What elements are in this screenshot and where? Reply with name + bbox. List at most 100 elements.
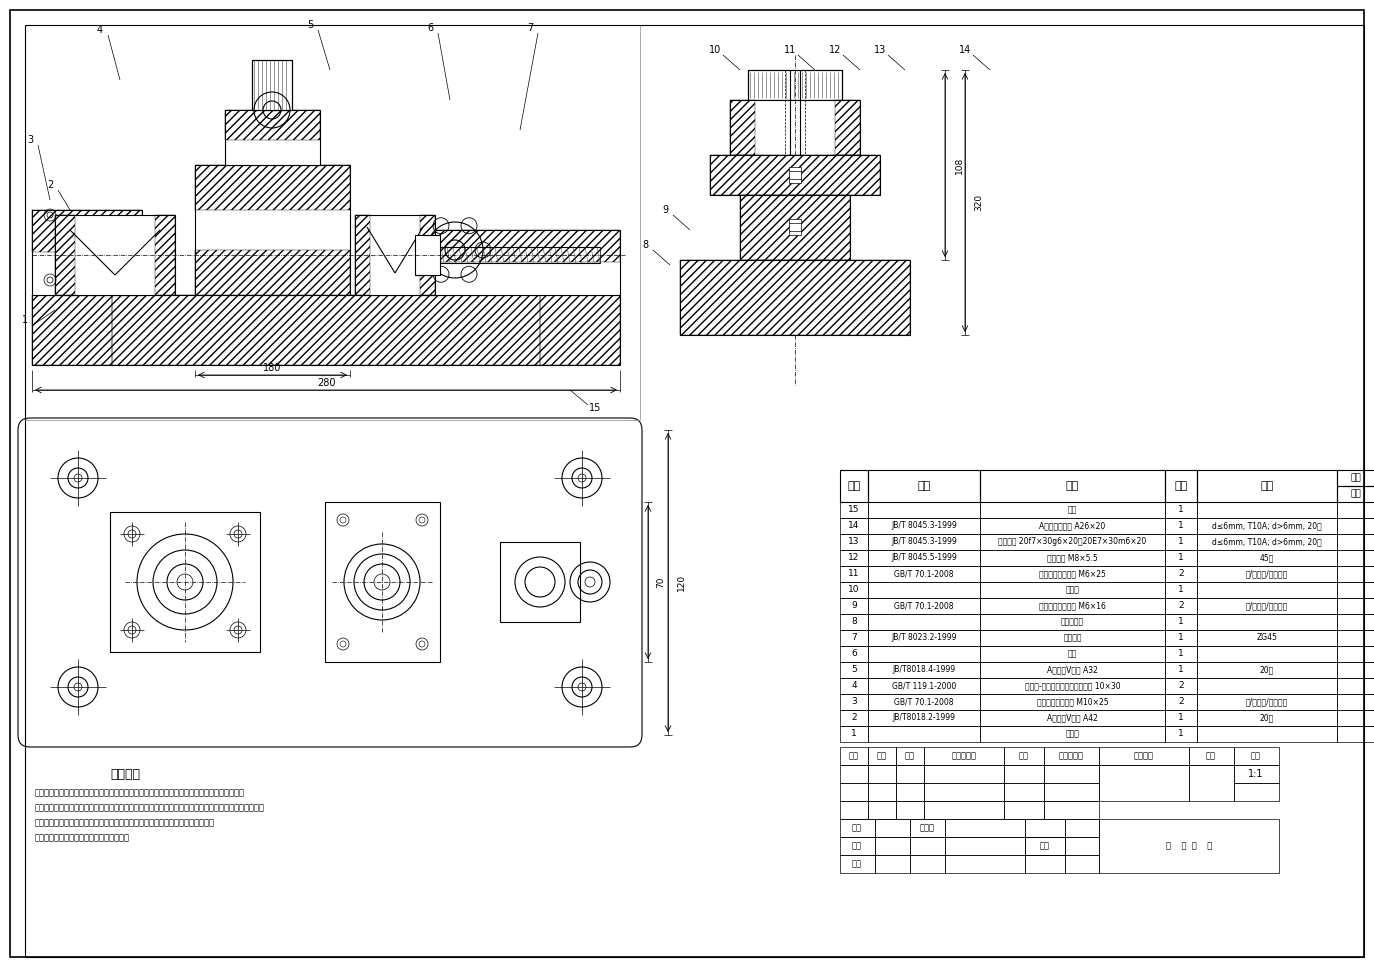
Text: 320: 320 — [974, 193, 984, 211]
Bar — [1197, 726, 1337, 742]
Bar — [225, 110, 320, 165]
Bar — [1189, 765, 1234, 801]
Text: 签名: 签名 — [1020, 751, 1029, 760]
Text: 1: 1 — [1178, 729, 1184, 739]
Text: 重量: 重量 — [1351, 489, 1362, 499]
Bar — [710, 155, 879, 195]
Bar — [1337, 598, 1374, 614]
Text: 单件: 单件 — [1351, 474, 1362, 483]
Bar — [840, 502, 868, 518]
Text: 比例: 比例 — [1250, 751, 1261, 760]
Text: ZG45: ZG45 — [1257, 633, 1278, 642]
Text: 装配过程中零件不允许磕碰、划伤和锈蚀。: 装配过程中零件不允许磕碰、划伤和锈蚀。 — [34, 834, 131, 842]
Text: 70: 70 — [657, 576, 665, 588]
Bar — [840, 598, 868, 614]
Bar — [1165, 550, 1197, 566]
Text: 名称: 名称 — [1066, 481, 1079, 491]
Bar — [1165, 710, 1197, 726]
Bar — [840, 630, 868, 646]
Bar — [730, 100, 754, 155]
Text: 1: 1 — [1178, 585, 1184, 595]
Bar — [710, 155, 879, 195]
Bar — [840, 783, 868, 801]
Bar — [868, 694, 980, 710]
Text: 重量: 重量 — [1206, 751, 1216, 760]
Text: 数量: 数量 — [1175, 481, 1187, 491]
Bar — [1044, 765, 1099, 783]
Bar — [225, 110, 320, 140]
Bar — [1337, 694, 1374, 710]
Text: 12: 12 — [829, 45, 841, 55]
Bar — [195, 250, 350, 295]
Text: A型活动V形块 A32: A型活动V形块 A32 — [1047, 665, 1098, 675]
Text: 内六角圆柱头螺钉 M10×25: 内六角圆柱头螺钉 M10×25 — [1037, 697, 1109, 707]
Text: 1: 1 — [1178, 506, 1184, 514]
Text: 2: 2 — [1178, 682, 1184, 690]
Bar — [155, 215, 174, 295]
FancyBboxPatch shape — [18, 418, 642, 747]
Text: 9: 9 — [851, 601, 857, 610]
Circle shape — [578, 474, 585, 482]
Bar — [55, 215, 174, 295]
Bar — [1197, 694, 1337, 710]
Text: JB/T8018.2-1999: JB/T8018.2-1999 — [893, 714, 955, 722]
Text: 280: 280 — [317, 378, 335, 388]
Bar — [32, 295, 620, 365]
Text: 内六角圆柱头螺钉 M6×16: 内六角圆柱头螺钉 M6×16 — [1039, 601, 1106, 610]
Text: 6: 6 — [427, 23, 433, 33]
Text: A型钻套用衬套 A26×20: A型钻套用衬套 A26×20 — [1039, 521, 1106, 531]
Bar — [1165, 678, 1197, 694]
Text: d≤6mm, T10A; d>6mm, 20钢: d≤6mm, T10A; d>6mm, 20钢 — [1212, 538, 1322, 546]
Text: 设计: 设计 — [852, 824, 861, 833]
Bar — [840, 614, 868, 630]
Bar — [1197, 502, 1337, 518]
Bar — [1165, 614, 1197, 630]
Bar — [868, 518, 980, 534]
Text: 1: 1 — [1178, 538, 1184, 546]
Bar — [1337, 518, 1374, 534]
Text: 钢/不锈钢/有色金属: 钢/不锈钢/有色金属 — [1246, 601, 1289, 610]
Bar — [436, 247, 600, 263]
Bar — [868, 678, 980, 694]
Bar — [1337, 550, 1374, 566]
Bar — [923, 765, 1004, 783]
Bar — [55, 215, 76, 295]
Text: 5: 5 — [306, 20, 313, 30]
Bar — [680, 260, 910, 335]
Bar — [840, 646, 868, 662]
Bar — [1165, 582, 1197, 598]
Bar — [980, 582, 1165, 598]
Text: d≤6mm, T10A; d>6mm, 20钢: d≤6mm, T10A; d>6mm, 20钢 — [1212, 521, 1322, 531]
Text: JB/T 8045.3-1999: JB/T 8045.3-1999 — [892, 538, 956, 546]
Bar — [1065, 819, 1099, 837]
Bar — [251, 60, 293, 110]
Bar — [840, 678, 868, 694]
Bar — [980, 550, 1165, 566]
Text: 材料: 材料 — [1260, 481, 1274, 491]
Text: 13: 13 — [848, 538, 860, 546]
Circle shape — [74, 683, 82, 691]
Text: 1: 1 — [1178, 618, 1184, 627]
Bar — [896, 747, 923, 765]
Bar — [500, 542, 580, 622]
Text: 钻套螺钉 M8×5.5: 钻套螺钉 M8×5.5 — [1047, 553, 1098, 563]
Bar — [868, 710, 980, 726]
Text: 钻模板: 钻模板 — [1066, 585, 1080, 595]
Text: 夹具体: 夹具体 — [1066, 729, 1080, 739]
Bar — [1165, 566, 1197, 582]
Bar — [980, 630, 1165, 646]
Text: 5: 5 — [851, 665, 857, 675]
Bar — [840, 801, 868, 819]
Text: 10: 10 — [848, 585, 860, 595]
Text: JB/T 8045.3-1999: JB/T 8045.3-1999 — [892, 521, 956, 531]
Bar — [945, 819, 1025, 837]
Bar — [1025, 819, 1065, 837]
Text: 1: 1 — [1178, 650, 1184, 659]
Bar — [868, 614, 980, 630]
Text: 2: 2 — [851, 714, 857, 722]
Text: 108: 108 — [955, 157, 963, 174]
Bar — [1234, 783, 1279, 801]
Bar — [980, 646, 1165, 662]
Bar — [1197, 582, 1337, 598]
Bar — [910, 819, 945, 837]
